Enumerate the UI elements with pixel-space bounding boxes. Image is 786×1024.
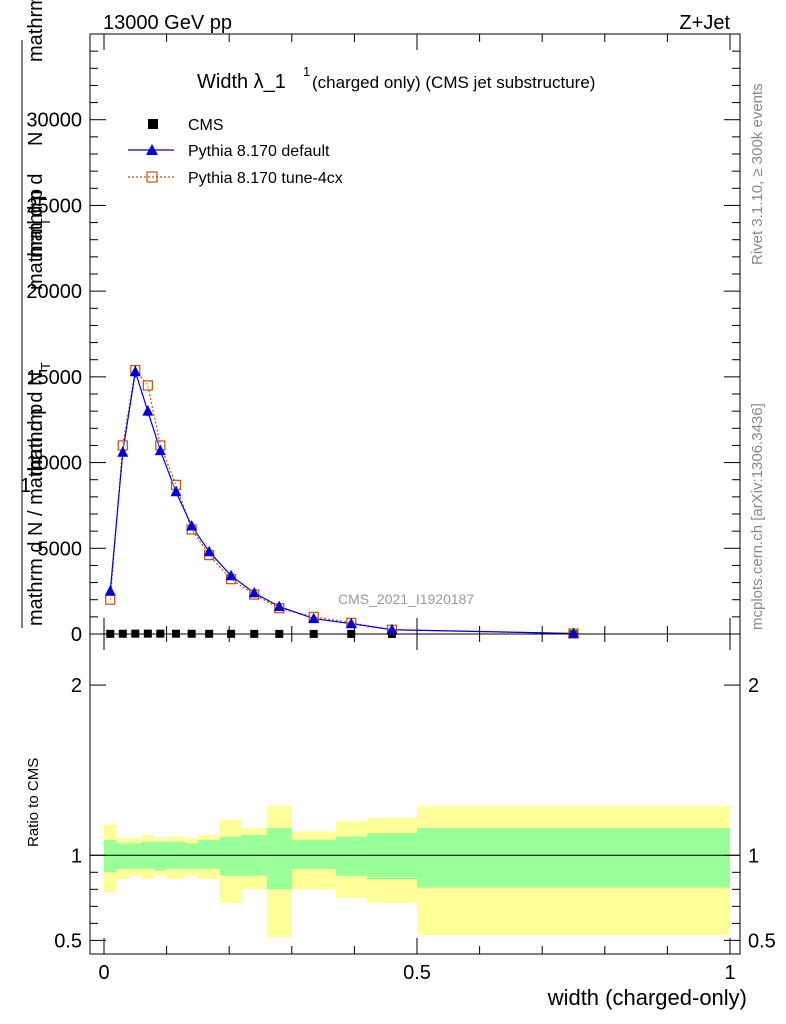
default-point	[104, 585, 116, 596]
plot-title-sup: 1	[303, 64, 310, 79]
default-point	[225, 569, 237, 581]
default-point	[345, 617, 357, 629]
analysis-label: CMS_2021_I1920187	[338, 591, 474, 607]
ylabel-denom-sub: T	[38, 362, 53, 370]
ylabel-denom-a: mathrm d N / mathrm d p	[25, 404, 47, 626]
y-tick-label: 25000	[26, 195, 82, 217]
ylabel-numerator-a: mathrm d	[25, 174, 47, 258]
x-tick-label: 0	[98, 962, 109, 984]
default-point	[170, 485, 182, 497]
y-tick-label: 0	[71, 624, 82, 646]
ylabel-one: 1	[20, 475, 31, 497]
plot-title-main: Width λ_1	[197, 71, 286, 93]
default-point	[117, 446, 129, 457]
y-tick-label: 20000	[26, 281, 82, 303]
ratio-inner-band	[129, 843, 142, 869]
ratio-inner-band	[154, 841, 167, 871]
legend-label-default: Pythia 8.170 default	[188, 143, 330, 160]
default-point	[568, 627, 579, 638]
ratio-inner-band	[366, 833, 417, 880]
default-point	[273, 600, 285, 612]
ylabel-denom-b: mathrm d N	[25, 372, 47, 476]
ratio-y-tick-label-right: 1	[748, 845, 759, 867]
ratio-ylabel: Ratio to CMS	[25, 758, 42, 847]
x-axis-label: width (charged-only)	[547, 985, 747, 1010]
ratio-inner-band	[335, 836, 367, 876]
ratio-y-tick-label-right: 2	[748, 675, 759, 697]
y-tick-label: 30000	[26, 110, 82, 132]
default-point	[386, 623, 398, 635]
ratio-y-tick-label-left: 0.5	[54, 930, 82, 952]
mcplots-label: mcplots.cern.ch [arXiv:1306.3436]	[749, 403, 766, 630]
ylabel-inner-num-sub: T	[38, 218, 53, 226]
ratio-inner-band	[116, 843, 130, 869]
ratio-y-tick-label-left: 1	[71, 845, 82, 867]
ratio-inner-band	[417, 828, 730, 888]
ratio-y-tick-label-right: 0.5	[748, 930, 776, 952]
ylabel-numerator-b: N	[25, 132, 47, 146]
default-point	[129, 365, 141, 377]
default-point	[248, 586, 260, 598]
rivet-label: Rivet 3.1.10, ≥ 300k events	[749, 83, 766, 265]
legend-marker-tune	[146, 171, 158, 183]
ratio-inner-band	[185, 843, 198, 869]
plot-title-rest: (charged only) (CMS jet substructure)	[312, 73, 595, 92]
default-point	[154, 444, 166, 456]
ylabel-inner-num-a: mathrm d p	[25, 189, 47, 290]
process-label: Z+Jet	[679, 12, 730, 34]
legend-label-cms: CMS	[188, 117, 224, 134]
main-ylabel: 1 mathrm d N mathrm d lambda mathrm d p …	[20, 0, 53, 628]
ratio-axis-ticks: 0.5 0.5 1 1 2 2 0 0.5 1	[54, 634, 776, 984]
ratio-inner-band	[291, 839, 336, 869]
ratio-frame	[89, 633, 741, 955]
legend: CMS Pythia 8.170 default Pythia 8.170 tu…	[128, 117, 343, 187]
x-tick-label: 1	[724, 962, 735, 984]
legend-marker-default	[146, 144, 158, 155]
ratio-inner-band	[104, 839, 117, 873]
tune-point	[105, 594, 116, 605]
ratio-bands	[104, 805, 730, 937]
energy-label: 13000 GeV pp	[103, 12, 232, 34]
ratio-y-tick-label-left: 2	[71, 675, 82, 697]
legend-label-tune: Pythia 8.170 tune-4cx	[188, 170, 343, 187]
legend-marker-cms	[148, 119, 158, 129]
default-point	[142, 405, 154, 416]
tune-point	[142, 380, 153, 391]
y-tick-label: 5000	[38, 538, 83, 560]
ratio-inner-band	[266, 828, 292, 890]
ratio-inner-band	[197, 839, 220, 869]
main-axis-ticks: 0 5000 10000 15000 20000 25000 30000	[26, 33, 740, 646]
y-tick-label: 15000	[26, 367, 82, 389]
ylabel-inner-num-b: mathrm d lambda	[25, 0, 47, 62]
default-point	[186, 520, 198, 531]
x-tick-label: 0.5	[403, 962, 431, 984]
default-point	[308, 612, 320, 624]
default-point	[203, 545, 215, 557]
ratio-inner-band	[219, 836, 242, 876]
y-tick-label: 10000	[26, 453, 82, 475]
